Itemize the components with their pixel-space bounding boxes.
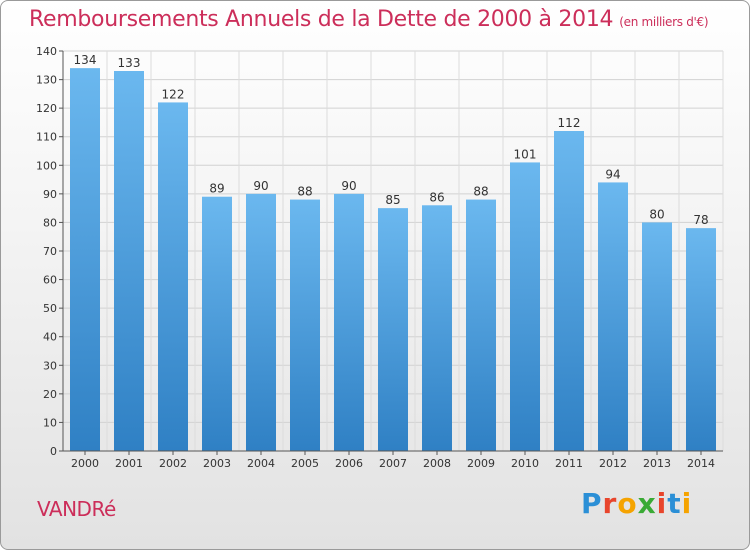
data-label-2014: 78 (693, 213, 708, 227)
x-tick-label-2003: 2003 (203, 457, 231, 470)
bar-2004[interactable] (246, 193, 276, 451)
data-label-2002: 122 (162, 87, 185, 101)
x-tick-label-2014: 2014 (687, 457, 715, 470)
logo-letter: x (637, 487, 657, 520)
data-label-2011: 112 (558, 116, 581, 130)
axes: 0 10 20 30 40 50 60 70 80 90 100 110 120 130 140 2000 20… (36, 45, 723, 470)
data-label-2001: 133 (118, 56, 141, 70)
logo-letter: o (617, 487, 638, 520)
x-tick-label-2000: 2000 (71, 457, 99, 470)
bar-2014[interactable] (686, 228, 716, 451)
y-tick-label: 50 (43, 302, 57, 315)
y-tick-label: 120 (36, 102, 57, 115)
bar-2002[interactable] (158, 102, 188, 451)
y-tick-label: 90 (43, 188, 57, 201)
chart-subtitle: (en milliers d'€) (619, 15, 709, 29)
bars: 134 133 122 89 90 88 90 85 86 88 101 112 94 80 78 (70, 53, 716, 452)
logo-letter: P (581, 487, 603, 520)
y-tick-label: 140 (36, 45, 57, 58)
y-tick-label: 30 (43, 359, 57, 372)
y-tick-label: 110 (36, 131, 57, 144)
data-label-2000: 134 (74, 53, 97, 67)
data-label-2006: 90 (341, 179, 356, 193)
y-tick-label: 20 (43, 388, 57, 401)
y-tick-label: 40 (43, 331, 57, 344)
bar-2005[interactable] (290, 199, 320, 451)
x-tick-label-2005: 2005 (291, 457, 319, 470)
data-label-2012: 94 (605, 167, 620, 181)
bar-2007[interactable] (378, 208, 408, 451)
chart-title: Remboursements Annuels de la Dette de 20… (29, 7, 709, 32)
x-tick-label-2008: 2008 (423, 457, 451, 470)
bar-2009[interactable] (466, 199, 496, 451)
chart-title-text: Remboursements Annuels de la Dette de 20… (29, 7, 614, 32)
y-tick-label: 100 (36, 159, 57, 172)
x-tick-label-2007: 2007 (379, 457, 407, 470)
y-tick-label: 80 (43, 216, 57, 229)
x-tick-label-2002: 2002 (159, 457, 187, 470)
bar-2003[interactable] (202, 196, 232, 451)
data-label-2013: 80 (649, 207, 664, 221)
bar-2001[interactable] (114, 71, 144, 451)
data-label-2007: 85 (385, 193, 400, 207)
bar-2012[interactable] (598, 182, 628, 451)
bar-2000[interactable] (70, 68, 100, 452)
bar-2010[interactable] (510, 162, 540, 451)
x-tick-label-2009: 2009 (467, 457, 495, 470)
commune-name: VANDRé (37, 497, 116, 521)
logo-letter: i (681, 487, 693, 520)
bar-2013[interactable] (642, 222, 672, 451)
logo-letter: i (656, 487, 668, 520)
y-tick-label: 0 (50, 445, 57, 458)
x-tick-label-2012: 2012 (599, 457, 627, 470)
x-tick-label-2006: 2006 (335, 457, 363, 470)
data-label-2009: 88 (473, 185, 488, 199)
data-label-2005: 88 (297, 185, 312, 199)
data-label-2003: 89 (209, 182, 224, 196)
x-tick-label-2004: 2004 (247, 457, 275, 470)
y-tick-label: 60 (43, 274, 57, 287)
logo-letter: t (667, 487, 682, 520)
x-tick-label-2011: 2011 (555, 457, 583, 470)
x-tick-label-2010: 2010 (511, 457, 539, 470)
data-label-2008: 86 (429, 190, 444, 204)
y-tick-label: 10 (43, 416, 57, 429)
y-tick-label: 70 (43, 245, 57, 258)
bar-2011[interactable] (554, 131, 584, 451)
x-tick-label-2001: 2001 (115, 457, 143, 470)
bar-2008[interactable] (422, 205, 452, 451)
y-tick-label: 130 (36, 74, 57, 87)
data-label-2010: 101 (514, 147, 537, 161)
bar-2006[interactable] (334, 193, 364, 451)
x-tick-label-2013: 2013 (643, 457, 671, 470)
data-label-2004: 90 (253, 179, 268, 193)
proxiti-logo[interactable]: Proxiti (581, 487, 692, 520)
logo-letter: r (602, 487, 618, 520)
